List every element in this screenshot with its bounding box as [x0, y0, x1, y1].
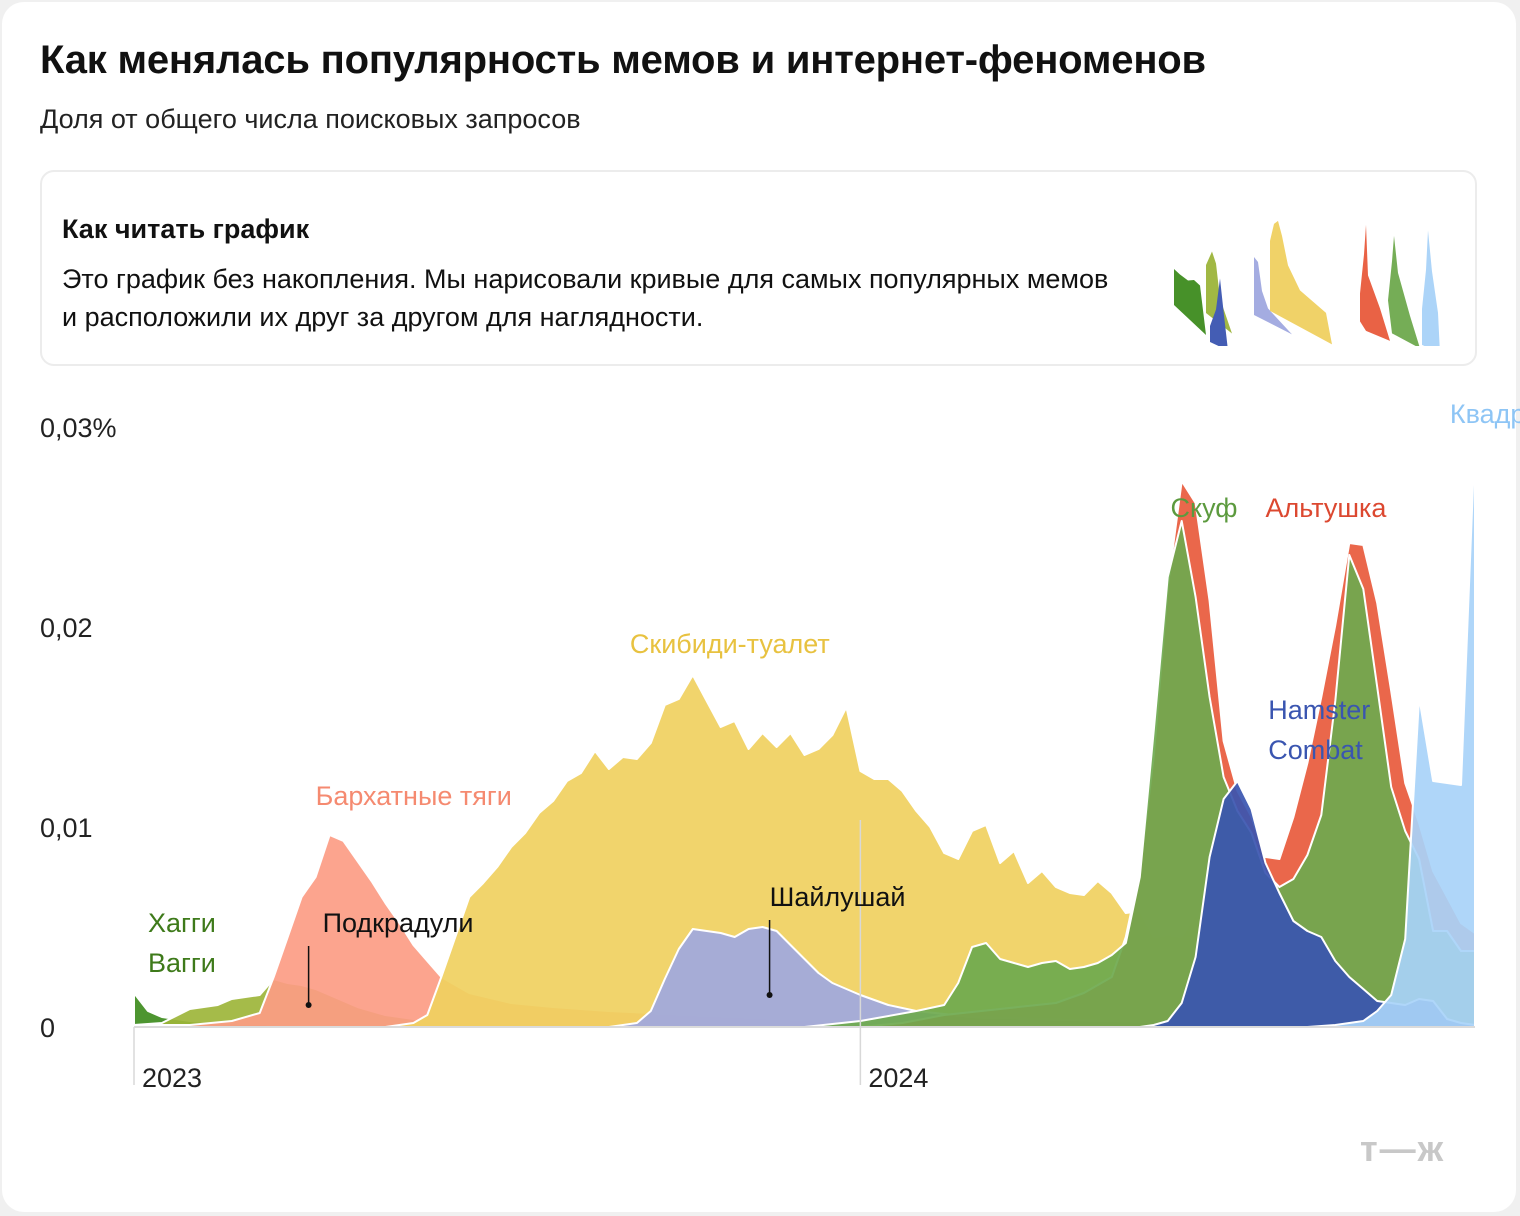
label-квадроберы: Квадроберы: [1450, 399, 1520, 429]
label-хагги-вагги: Хагги: [148, 908, 216, 938]
label-альтушка: Альтушка: [1265, 493, 1387, 523]
label-подкрадули: Подкрадули: [323, 908, 474, 938]
how-to-read-text: Это график без накопления. Мы нарисовали…: [62, 264, 1109, 332]
pointer-dot-подкрадули: [305, 1002, 312, 1008]
label-хагги-вагги: Вагги: [148, 948, 216, 978]
how-to-read-box: Как читать график Это график без накопле…: [40, 170, 1477, 366]
area-chart: 0 0,01 0,02 0,03% 2023 2024 Хагги Вагги Подкра…: [40, 399, 1520, 1093]
pointer-dot-шайлушай: [766, 992, 773, 998]
label-hamster-combat: Combat: [1268, 735, 1363, 765]
label-hamster-combat: Hamster: [1268, 695, 1370, 725]
y-tick-label: 0,03%: [40, 413, 117, 443]
tzh-logo: т—ж: [1360, 1128, 1446, 1169]
label-шайлушай: Шайлушай: [770, 882, 906, 912]
y-tick-label: 0,01: [40, 813, 93, 843]
series-labels: Хагги Вагги Подкрадули Бархатные тяги Скибид…: [148, 399, 1520, 1008]
area-квадроберы: [133, 430, 1476, 1028]
x-tick-label: 2024: [868, 1063, 928, 1093]
chart-axes: 2023 2024: [133, 820, 1475, 1093]
series-areas: [133, 430, 1476, 1028]
area-скуф: [133, 520, 1476, 1028]
chart-title: Как менялась популярность мемов и интерн…: [40, 38, 1206, 82]
label-скибиди-туалет: Скибиди-туалет: [630, 629, 830, 659]
chart-subtitle: Доля от общего числа поисковых запросов: [40, 104, 581, 134]
label-бархатные-тяги: Бархатные тяги: [316, 781, 512, 811]
stacked-areas-thumbnail-icon: [1174, 220, 1440, 346]
y-tick-label: 0,02: [40, 613, 93, 643]
chart-grid: 0 0,01 0,02 0,03%: [40, 413, 117, 1043]
x-tick-label: 2023: [142, 1063, 202, 1093]
label-скуф: Скуф: [1170, 493, 1237, 523]
how-to-read-heading: Как читать график: [62, 214, 310, 244]
y-tick-label: 0: [40, 1013, 55, 1043]
